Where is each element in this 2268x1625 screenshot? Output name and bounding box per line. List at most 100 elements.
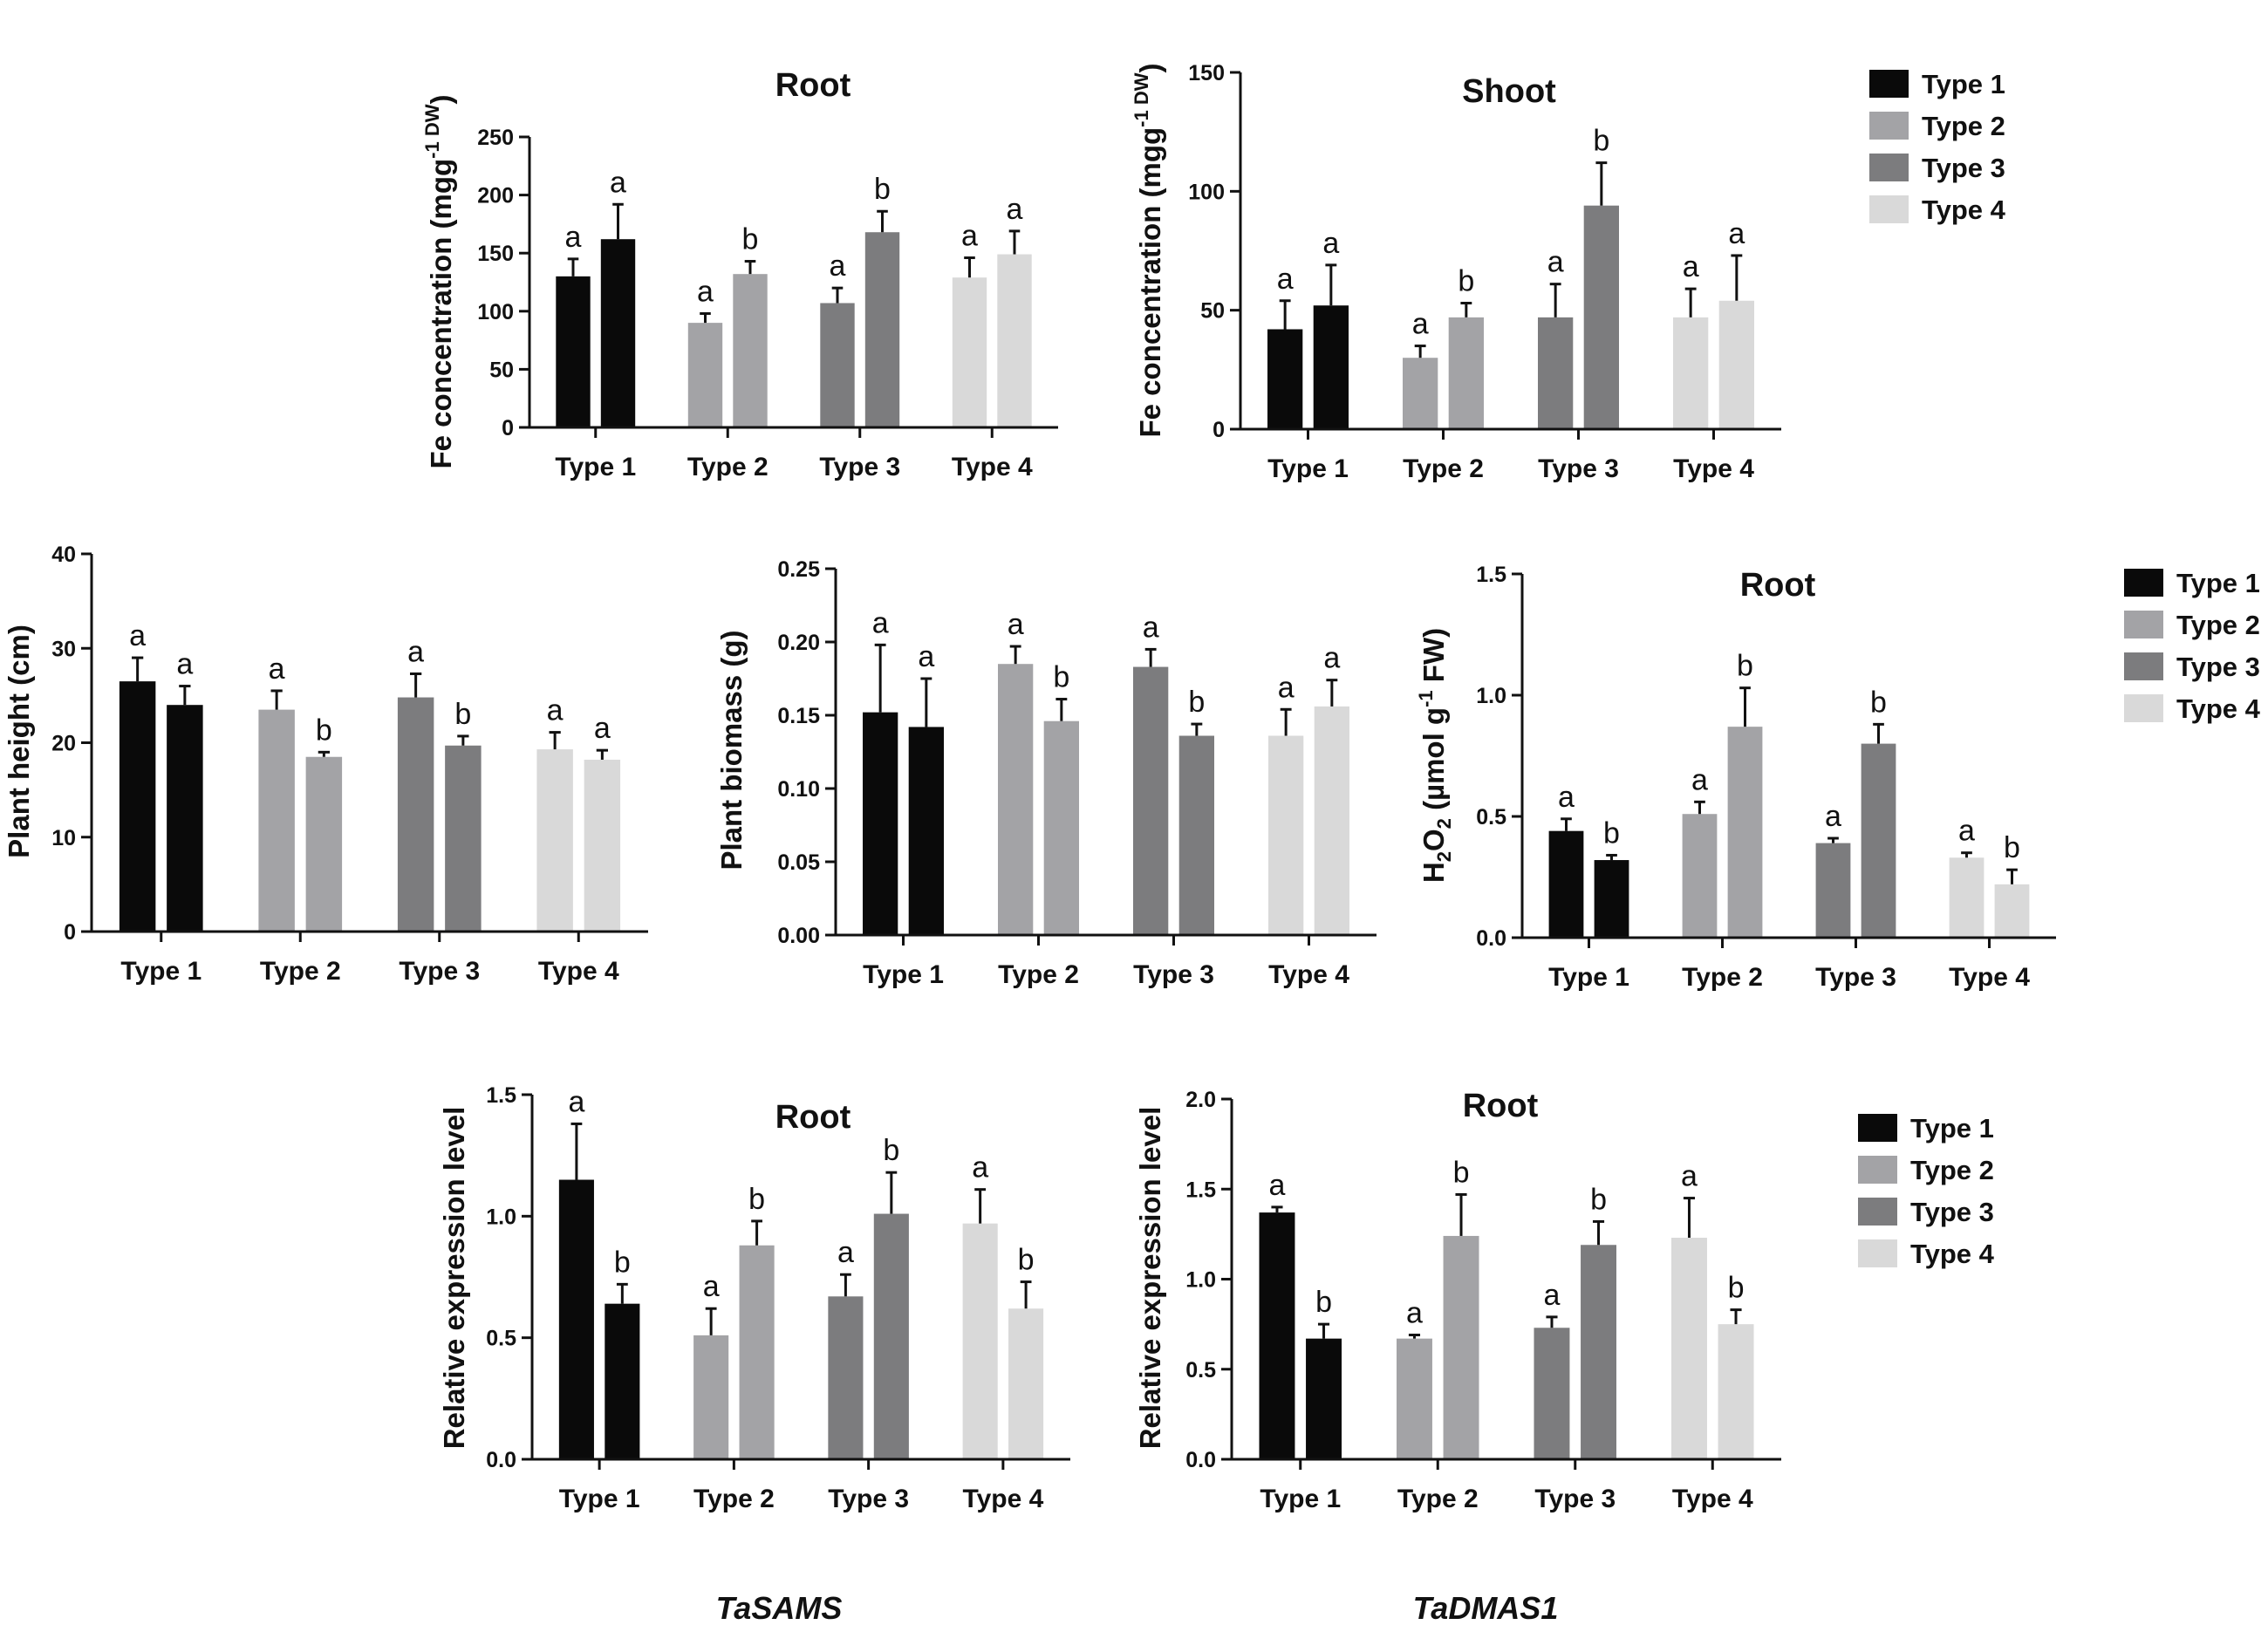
chart-title: Shoot (1462, 73, 1556, 110)
significance-letter: a (918, 640, 934, 673)
legend-2: Type 1 Type 2 Type 3 Type 4 (2124, 568, 2261, 724)
bar (1673, 317, 1709, 429)
significance-letter: b (1053, 661, 1069, 694)
x-tick-label: Type 2 (1682, 963, 1763, 992)
significance-letter: a (1728, 217, 1745, 250)
bar (397, 697, 434, 932)
significance-letter: b (1453, 1156, 1470, 1189)
significance-letter: a (1269, 1169, 1286, 1202)
bar (739, 1245, 775, 1459)
y-tick-label: 50 (489, 358, 514, 382)
bar (908, 727, 944, 935)
significance-letter: b (748, 1183, 765, 1216)
significance-letter: b (454, 698, 471, 731)
y-tick-label: 20 (51, 732, 76, 756)
y-axis-label-part: -1 DW (1131, 72, 1152, 127)
y-tick-label: 0.15 (777, 704, 820, 728)
bar (733, 274, 768, 427)
legend-swatch (1869, 154, 1909, 181)
significance-letter: a (972, 1151, 988, 1185)
y-axis-label: Relative expression level (438, 1107, 470, 1450)
x-tick-label: Type 1 (863, 960, 944, 989)
x-tick-label: Type 1 (559, 1485, 640, 1513)
chart-title: Root (775, 1099, 851, 1136)
significance-letter: b (874, 173, 891, 206)
x-tick-label: Type 3 (1133, 960, 1214, 989)
bar (1008, 1308, 1044, 1459)
legend-swatch (2124, 569, 2163, 597)
legend-label: Type 4 (1910, 1239, 1995, 1269)
caption-tadmas1: TaDMAS1 (1413, 1590, 1559, 1625)
bar (600, 239, 636, 427)
bar (687, 323, 723, 427)
significance-letter: a (610, 166, 626, 199)
legend-label: Type 3 (1922, 153, 2005, 183)
significance-letter: b (883, 1134, 899, 1167)
bar (1178, 735, 1214, 935)
x-tick-label: Type 1 (1548, 963, 1629, 992)
x-tick-label: Type 2 (260, 957, 341, 986)
legend-swatch (1869, 70, 1909, 98)
y-axis-label-part: -1 (1415, 690, 1437, 707)
bar (305, 756, 343, 932)
legend-swatch (1858, 1239, 1897, 1267)
significance-letter: a (568, 1085, 584, 1118)
legend-swatch (2124, 652, 2163, 680)
significance-letter: a (1278, 671, 1295, 704)
chart-panel-6: a b Type 1 a b Type 2 a b Type 3 a b Type 4 0.0 0.5 1.… (438, 1083, 1070, 1513)
bar (1397, 1338, 1432, 1459)
y-axis-label-part: ) (425, 94, 457, 104)
legend-1: Type 1 Type 2 Type 3 Type 4 (1869, 69, 2006, 225)
bar (864, 232, 900, 427)
y-tick-label: 0 (502, 416, 514, 440)
significance-letter: a (837, 1236, 854, 1269)
chart-title: Root (1740, 567, 1816, 604)
legend-label: Type 1 (1910, 1113, 1994, 1144)
y-tick-label: 50 (1200, 299, 1225, 324)
x-tick-label: Type 2 (1397, 1485, 1479, 1513)
significance-letter: a (1412, 308, 1429, 341)
legend-swatch (2124, 694, 2163, 722)
y-tick-label: 30 (51, 637, 76, 661)
y-tick-label: 2.0 (1185, 1088, 1216, 1112)
caption-tasams: TaSAMS (716, 1590, 843, 1625)
bar (556, 276, 591, 427)
y-tick-label: 250 (477, 126, 514, 150)
significance-letter: a (1277, 263, 1294, 296)
bar (558, 1179, 594, 1459)
bar (1583, 205, 1619, 429)
x-tick-label: Type 1 (1260, 1485, 1341, 1513)
bar (1682, 814, 1718, 938)
significance-letter: b (1188, 686, 1205, 719)
significance-letter: a (872, 606, 889, 639)
significance-letter: b (1590, 1183, 1607, 1216)
x-tick-label: Type 3 (1815, 963, 1896, 992)
significance-letter: a (1681, 1160, 1698, 1193)
bar (605, 1303, 640, 1459)
significance-letter: a (547, 694, 564, 727)
significance-letter: a (1691, 763, 1708, 796)
x-tick-label: Type 2 (693, 1485, 775, 1513)
x-tick-label: Type 4 (538, 957, 619, 986)
x-tick-label: Type 4 (962, 1485, 1043, 1513)
bar (1949, 857, 1984, 938)
legend-swatch (1858, 1198, 1897, 1226)
y-tick-label: 1.0 (1476, 684, 1506, 708)
bar (1815, 843, 1851, 938)
bar (962, 1223, 998, 1459)
y-axis-label: Relative expression level (1134, 1107, 1166, 1450)
y-axis-label-part: 2 (1433, 818, 1455, 829)
significance-letter: a (1008, 608, 1024, 641)
significance-letter: a (176, 648, 193, 681)
legend-swatch (1858, 1156, 1897, 1184)
x-tick-label: Type 2 (998, 960, 1079, 989)
significance-letter: b (1728, 1272, 1745, 1305)
bar (1268, 735, 1304, 935)
x-tick-label: Type 3 (1538, 454, 1619, 483)
y-tick-label: 100 (477, 300, 514, 324)
y-tick-label: 0.10 (777, 777, 820, 802)
bar (1306, 1338, 1342, 1459)
